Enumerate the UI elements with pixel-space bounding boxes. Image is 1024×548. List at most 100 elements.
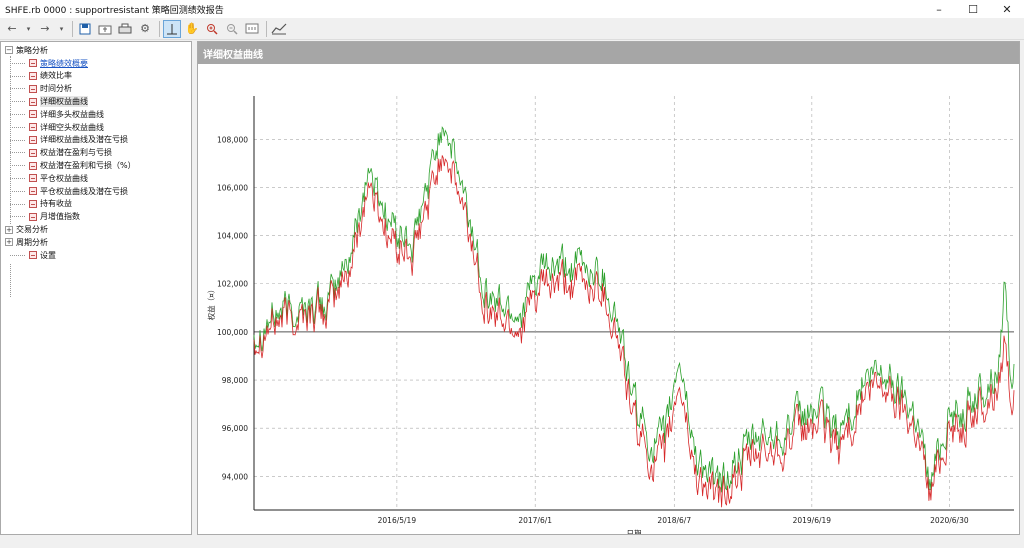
tree-node-period-analysis[interactable]: + 周期分析 [1, 236, 191, 249]
tree-item-label: 时间分析 [40, 84, 72, 94]
crosshair-icon[interactable] [163, 19, 181, 38]
tree-item-label: 详细权益曲线 [40, 96, 88, 108]
report-icon [29, 59, 37, 68]
tree-item-monthly-index[interactable]: 月增值指数 [1, 210, 191, 223]
x-tick-label: 2020/6/30 [930, 516, 969, 525]
toolbar-separator [266, 20, 267, 37]
back-dropdown-icon[interactable]: ▾ [26, 24, 31, 33]
tree-item-settings[interactable]: 设置 [1, 249, 191, 262]
tree-item-time-analysis[interactable]: 时间分析 [1, 82, 191, 95]
y-tick-label: 94,000 [222, 472, 248, 481]
print-icon[interactable] [116, 20, 134, 38]
back-icon[interactable]: ← [7, 22, 17, 35]
collapse-icon[interactable]: − [5, 46, 13, 55]
tree-item-label: 平仓权益曲线及潜在亏损 [40, 186, 128, 196]
fit-icon[interactable] [243, 20, 261, 38]
tree-item-closed-equity[interactable]: 平仓权益曲线 [1, 172, 191, 185]
y-tick-label: 96,000 [222, 424, 248, 433]
tree-item-label: 平仓权益曲线 [40, 173, 88, 183]
toolbar: ← ▾ → ▾ ⚙ ✋ [0, 18, 1024, 40]
y-tick-label: 102,000 [217, 280, 248, 289]
x-axis-title: 日期 [627, 529, 642, 534]
tree-item-holding-return[interactable]: 持有收益 [1, 198, 191, 211]
tree-item-summary[interactable]: 策略绩效概要 [1, 57, 191, 70]
equity-chart[interactable]: 94,000 96,000 98,000 100,000 102,000 104,000 1… [198, 64, 1019, 534]
settings-report-icon [29, 251, 37, 260]
tree-node-label: 交易分析 [16, 225, 48, 235]
save-icon[interactable] [76, 20, 94, 38]
tree-item-label: 详细权益曲线及潜在亏损 [40, 135, 128, 145]
forward-icon[interactable]: → [40, 22, 50, 35]
tree-node-trade-analysis[interactable]: + 交易分析 [1, 223, 191, 236]
chart-style-icon[interactable] [270, 20, 288, 38]
tree-item-label: 详细空头权益曲线 [40, 122, 104, 132]
y-tick-label: 106,000 [217, 183, 248, 192]
expand-icon[interactable]: + [5, 225, 13, 234]
chart-report-icon [29, 135, 37, 144]
chart-grid [254, 96, 1014, 510]
status-bar [0, 536, 1024, 548]
minimize-button[interactable]: – [936, 2, 942, 16]
y-tick-label: 104,000 [217, 232, 248, 241]
report-icon [29, 199, 37, 208]
expand-icon[interactable]: + [5, 238, 13, 247]
chart-report-icon [29, 174, 37, 183]
report-panel: 详细权益曲线 94,000 96,000 98,000 100,000 102,000 1… [197, 41, 1020, 535]
x-tick-label: 2018/6/7 [657, 516, 691, 525]
tree-item-closed-equity-drawdown[interactable]: 平仓权益曲线及潜在亏损 [1, 185, 191, 198]
tree-item-equity-drawdown[interactable]: 详细权益曲线及潜在亏损 [1, 134, 191, 147]
series-line [253, 155, 1015, 508]
tree-item-label: 月增值指数 [40, 212, 80, 222]
tree-item-potential-pl-pct[interactable]: 权益潜在盈利和亏损（%） [1, 159, 191, 172]
x-tick-label: 2017/6/1 [518, 516, 552, 525]
chart-report-icon [29, 161, 37, 170]
tree-item-short-equity[interactable]: 详细空头权益曲线 [1, 121, 191, 134]
tree-item-label: 绩效比率 [40, 71, 72, 81]
tree-item-equity-curve[interactable]: 详细权益曲线 [1, 95, 191, 108]
tree-item-label: 持有收益 [40, 199, 72, 209]
chart-report-icon [29, 123, 37, 132]
forward-dropdown-icon[interactable]: ▾ [59, 24, 64, 33]
tree-item-label: 策略绩效概要 [40, 58, 88, 68]
tree-node-strategy-analysis[interactable]: − 策略分析 [1, 44, 191, 57]
tree-node-label: 策略分析 [16, 45, 48, 55]
close-button[interactable]: ✕ [1002, 2, 1012, 16]
tree-item-ratios[interactable]: 绩效比率 [1, 70, 191, 83]
tree-item-label: 设置 [40, 250, 56, 260]
tree-item-label: 详细多头权益曲线 [40, 109, 104, 119]
y-tick-label: 98,000 [222, 376, 248, 385]
x-tick-label: 2019/6/19 [793, 516, 832, 525]
tree-item-long-equity[interactable]: 详细多头权益曲线 [1, 108, 191, 121]
panel-title: 详细权益曲线 [198, 42, 1019, 64]
chart-report-icon [29, 187, 37, 196]
zoom-out-icon[interactable] [223, 20, 241, 38]
settings-icon[interactable]: ⚙ [140, 22, 150, 35]
zoom-in-icon[interactable] [203, 20, 221, 38]
y-tick-label: 108,000 [217, 135, 248, 144]
series-line [253, 126, 1015, 493]
tree-item-label: 权益潜在盈利和亏损（%） [40, 161, 136, 171]
tree-item-label: 权益潜在盈利与亏损 [40, 148, 112, 158]
report-icon [29, 212, 37, 221]
chart-labels: 94,000 96,000 98,000 100,000 102,000 104,000 1… [206, 135, 969, 534]
toolbar-separator [72, 20, 73, 37]
chart-axes [253, 96, 1014, 511]
chart-series [253, 126, 1015, 508]
y-axis-title: 权益（¤） [206, 286, 216, 321]
chart-report-icon [29, 148, 37, 157]
report-icon [29, 84, 37, 93]
hand-icon[interactable]: ✋ [185, 22, 199, 35]
toolbar-separator [159, 20, 160, 37]
x-tick-label: 2016/5/19 [378, 516, 417, 525]
tree-line [10, 264, 11, 297]
window-controls: – ☐ ✕ [922, 0, 1024, 18]
y-tick-label: 100,000 [217, 328, 248, 337]
window-title: SHFE.rb 0000 : supportresistant 策略回测绩效报告 [5, 5, 224, 16]
maximize-button[interactable]: ☐ [968, 2, 978, 16]
export-icon[interactable] [96, 20, 114, 38]
tree-item-potential-pl[interactable]: 权益潜在盈利与亏损 [1, 146, 191, 159]
tree-node-label: 周期分析 [16, 237, 48, 247]
report-tree: − 策略分析 策略绩效概要 绩效比率 时间分析 详细权益曲线 详细多头权益曲线 … [0, 41, 192, 535]
chart-report-icon [29, 97, 37, 106]
report-icon [29, 71, 37, 80]
